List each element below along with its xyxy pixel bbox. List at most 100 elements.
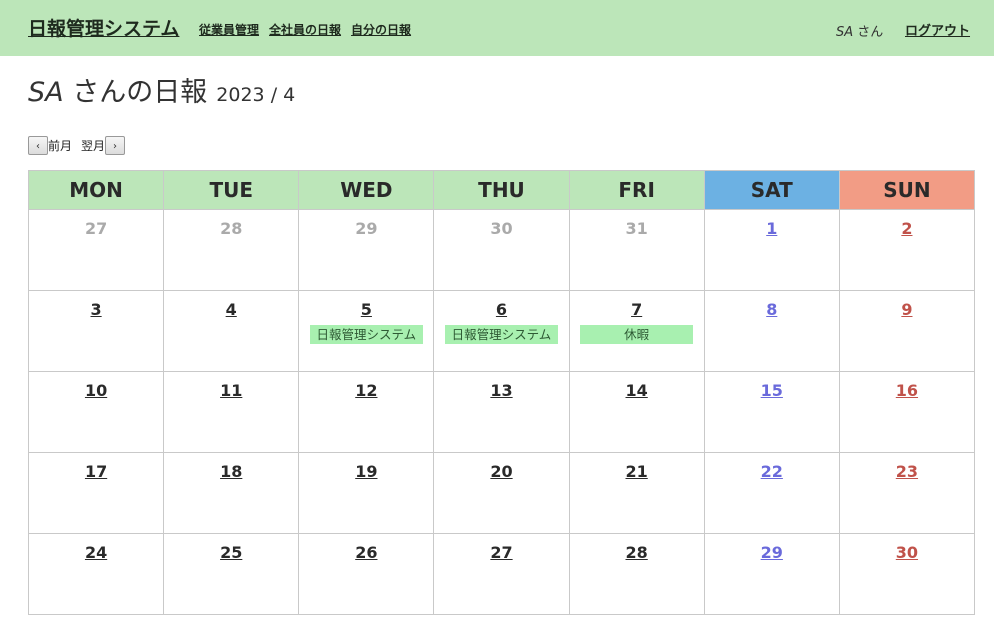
calendar-day-cell: 10 (27, 371, 165, 453)
weekday-header: MON (27, 170, 165, 210)
day-number-outside-month: 27 (84, 219, 108, 238)
calendar-day-cell: 11 (163, 371, 300, 453)
day-number-link[interactable]: 16 (895, 381, 919, 400)
calendar-week-row: 17 18 19 20 21 22 23 (27, 452, 976, 534)
weekday-header-row: MON TUE WED THU FRI SAT SUN (27, 170, 976, 210)
app-title-link[interactable]: 日報管理システム (28, 18, 180, 40)
page-title-text: さんの日報 (63, 77, 208, 108)
day-number-link[interactable]: 23 (895, 462, 919, 481)
calendar-day-cell: 25 (163, 533, 300, 615)
day-number-outside-month: 28 (220, 219, 243, 238)
day-number-link[interactable]: 24 (84, 543, 108, 562)
day-number-link[interactable]: 15 (760, 381, 783, 400)
calendar-day-cell: 24 (27, 533, 165, 615)
calendar-day-cell: 14 (568, 371, 705, 453)
calendar-day-cell: 3 (27, 290, 165, 372)
calendar-week-row: 10 11 12 13 14 15 16 (27, 371, 976, 453)
day-number-link[interactable]: 3 (90, 300, 102, 319)
calendar-day-cell: 18 (163, 452, 300, 534)
day-number-link[interactable]: 7 (631, 300, 643, 319)
calendar-table: MON TUE WED THU FRI SAT SUN 27 28 29 30 31 1 2 3 4 5 日報管… (27, 170, 976, 615)
day-number-link[interactable]: 29 (760, 543, 783, 562)
calendar-day-cell: 8 (703, 290, 840, 372)
month-navigation: ‹ 前月 翌月 › (28, 136, 126, 155)
main-nav: 従業員管理 全社員の日報 自分の日報 (199, 21, 411, 38)
page-year-month: 2023 / 4 (216, 84, 296, 106)
day-number-outside-month: 29 (355, 219, 378, 238)
calendar-day-cell: 27 (433, 533, 570, 615)
day-number-link[interactable]: 8 (766, 300, 778, 319)
report-entry[interactable]: 休暇 (580, 325, 694, 344)
weekday-header: THU (433, 170, 570, 210)
day-number-link[interactable]: 14 (625, 381, 648, 400)
day-number-link[interactable]: 30 (895, 543, 919, 562)
day-number-link[interactable]: 2 (901, 219, 913, 238)
day-number-link[interactable]: 6 (495, 300, 508, 319)
day-number-outside-month: 30 (490, 219, 513, 238)
day-number-link[interactable]: 28 (625, 543, 648, 562)
next-month-label: 翌月 (81, 139, 106, 153)
day-number-link[interactable]: 9 (901, 300, 913, 319)
nav-my-reports[interactable]: 自分の日報 (351, 23, 412, 37)
calendar-day-cell: 19 (298, 452, 435, 534)
weekday-header: TUE (163, 170, 300, 210)
day-number-outside-month: 31 (625, 219, 648, 238)
day-number-link[interactable]: 5 (360, 300, 372, 319)
calendar-day-cell: 1 (703, 209, 840, 291)
calendar-day-cell: 28 (163, 209, 300, 291)
nav-employee-management[interactable]: 従業員管理 (199, 23, 260, 37)
calendar-day-cell: 30 (433, 209, 570, 291)
calendar-day-cell: 6 日報管理システム (433, 290, 570, 372)
weekday-header: FRI (568, 170, 705, 210)
weekday-header: SAT (703, 170, 840, 210)
day-number-link[interactable]: 22 (760, 462, 783, 481)
report-entry[interactable]: 日報管理システム (309, 325, 423, 344)
next-month-button[interactable]: › (105, 136, 126, 155)
day-number-link[interactable]: 12 (355, 381, 378, 400)
day-number-link[interactable]: 11 (220, 381, 243, 400)
calendar-day-cell: 5 日報管理システム (298, 290, 435, 372)
top-nav-bar: 日報管理システム 従業員管理 全社員の日報 自分の日報 SA さん ログアウト (0, 0, 994, 56)
report-entry[interactable]: 日報管理システム (444, 325, 558, 344)
day-number-link[interactable]: 10 (84, 381, 108, 400)
calendar-day-cell: 2 (838, 209, 976, 291)
calendar-day-cell: 29 (703, 533, 840, 615)
calendar-week-row: 27 28 29 30 31 1 2 (27, 209, 976, 291)
calendar-day-cell: 29 (298, 209, 435, 291)
weekday-header: SUN (838, 170, 976, 210)
calendar-body: 27 28 29 30 31 1 2 3 4 5 日報管理システム 6 日報管理システム 7 休暇 8 9 10 1… (27, 209, 976, 615)
calendar-day-cell: 9 (838, 290, 976, 372)
calendar-day-cell: 26 (298, 533, 435, 615)
weekday-header: WED (298, 170, 435, 210)
calendar-day-cell: 31 (568, 209, 705, 291)
day-number-link[interactable]: 18 (220, 462, 243, 481)
calendar-day-cell: 20 (433, 452, 570, 534)
day-number-link[interactable]: 17 (84, 462, 108, 481)
user-suffix: さん (857, 25, 884, 40)
day-number-link[interactable]: 21 (625, 462, 648, 481)
nav-all-reports[interactable]: 全社員の日報 (269, 23, 342, 37)
calendar-day-cell: 16 (838, 371, 976, 453)
day-number-link[interactable]: 13 (490, 381, 513, 400)
day-number-link[interactable]: 27 (490, 543, 513, 562)
calendar-day-cell: 13 (433, 371, 570, 453)
calendar-day-cell: 7 休暇 (568, 290, 705, 372)
calendar-day-cell: 12 (298, 371, 435, 453)
prev-month-label: 前月 (48, 139, 73, 153)
calendar-day-cell: 15 (703, 371, 840, 453)
day-number-link[interactable]: 20 (490, 462, 513, 481)
day-number-link[interactable]: 1 (766, 219, 778, 238)
calendar-day-cell: 28 (568, 533, 705, 615)
user-name: SA (836, 25, 854, 40)
page-title-user: SA (28, 77, 64, 108)
day-number-link[interactable]: 4 (225, 300, 237, 319)
logout-link[interactable]: ログアウト (905, 24, 971, 39)
prev-month-button[interactable]: ‹ (28, 136, 48, 155)
day-number-link[interactable]: 26 (355, 543, 378, 562)
day-number-link[interactable]: 19 (355, 462, 378, 481)
calendar-day-cell: 27 (27, 209, 165, 291)
calendar-day-cell: 4 (163, 290, 300, 372)
calendar-day-cell: 23 (838, 452, 976, 534)
calendar-day-cell: 30 (838, 533, 976, 615)
day-number-link[interactable]: 25 (220, 543, 243, 562)
